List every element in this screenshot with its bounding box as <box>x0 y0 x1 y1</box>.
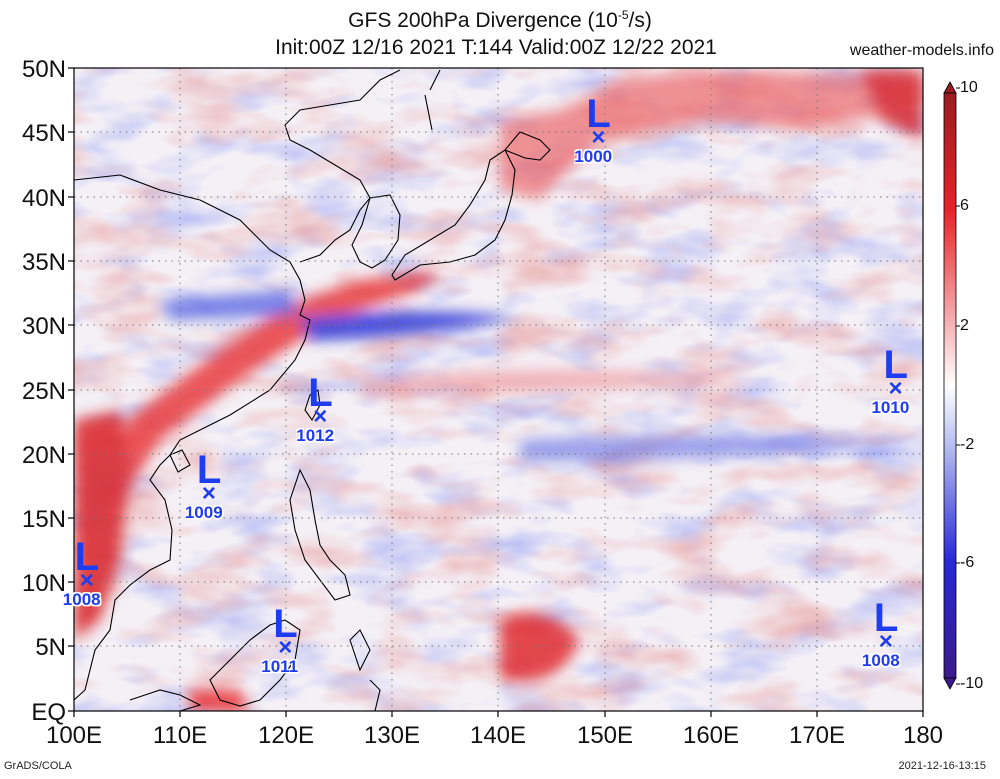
colorbar-tick-m10: -10 <box>960 675 984 692</box>
low-center-x-icon: × <box>313 402 328 430</box>
colorbar-tick-m6: -6 <box>960 554 975 571</box>
coastlines <box>74 69 551 711</box>
colorbar-tick-m2: -2 <box>960 436 975 453</box>
lon-label-110e: 110E <box>152 722 208 749</box>
lon-label-160e: 160E <box>682 722 740 749</box>
low-letter: L <box>873 595 899 640</box>
low-letter: L <box>308 370 333 415</box>
render-timestamp: 2021-12-16-13:15 <box>898 760 986 772</box>
low-pressure-value: 1012 <box>296 425 335 445</box>
lon-label-120e: 120E <box>257 722 315 749</box>
colorbar <box>943 81 960 690</box>
colorbar-tick-6: 6 <box>960 197 969 214</box>
low-center-x-icon: × <box>888 374 903 402</box>
lon-label-170e: 170E <box>788 722 846 749</box>
low-letter: L <box>74 535 100 580</box>
lat-label-15n: 15N <box>21 506 66 533</box>
lon-label-140e: 140E <box>469 722 527 749</box>
lat-label-45n: 45N <box>21 120 66 147</box>
low-pressure-value: 1010 <box>871 397 910 417</box>
low-center-x-icon: × <box>79 567 94 595</box>
lat-label-10n: 10N <box>21 570 66 597</box>
low-center-x-icon: × <box>878 627 893 655</box>
lat-label-50n: 50N <box>21 56 66 83</box>
colorbar-tick-2: 2 <box>960 317 969 334</box>
divergence-field <box>74 68 923 711</box>
low-pressure-value: 1000 <box>574 146 613 166</box>
lat-label-eq: EQ <box>31 699 66 726</box>
low-center-x-icon: × <box>201 479 216 507</box>
low-letter: L <box>273 602 298 647</box>
lat-label-35n: 35N <box>21 249 66 276</box>
lon-label-130e: 130E <box>363 722 421 749</box>
lon-label-180: 180 <box>902 722 944 749</box>
chart-subtitle: Init:00Z 12/16 2021 T:144 Valid:00Z 12/2… <box>275 36 717 59</box>
low-letter: L <box>883 342 908 387</box>
low-pressure-value: 1011 <box>261 657 299 677</box>
colorbar-tick-10: 10 <box>960 79 978 96</box>
lon-label-150e: 150E <box>576 722 634 749</box>
lat-label-5n: 5N <box>35 634 66 661</box>
tick-marks <box>68 67 924 717</box>
low-pressure-value: 1009 <box>184 502 223 522</box>
site-credit: weather-models.info <box>849 42 994 59</box>
low-center-x-icon: × <box>278 634 293 662</box>
low-center-x-icon: × <box>591 123 606 151</box>
low-pressure-value: 1008 <box>861 650 900 670</box>
lon-label-100e: 100E <box>45 722 103 749</box>
low-pressure-value: 1008 <box>62 590 101 610</box>
chart-title: GFS 200hPa Divergence (10-5/s) <box>348 8 652 32</box>
low-letter: L <box>586 91 611 136</box>
lat-label-30n: 30N <box>21 313 66 340</box>
low-letter: L <box>196 447 222 492</box>
lat-label-20n: 20N <box>21 442 66 469</box>
lat-label-25n: 25N <box>21 378 66 405</box>
lat-label-40n: 40N <box>21 185 66 212</box>
software-credit: GrADS/COLA <box>4 760 72 772</box>
